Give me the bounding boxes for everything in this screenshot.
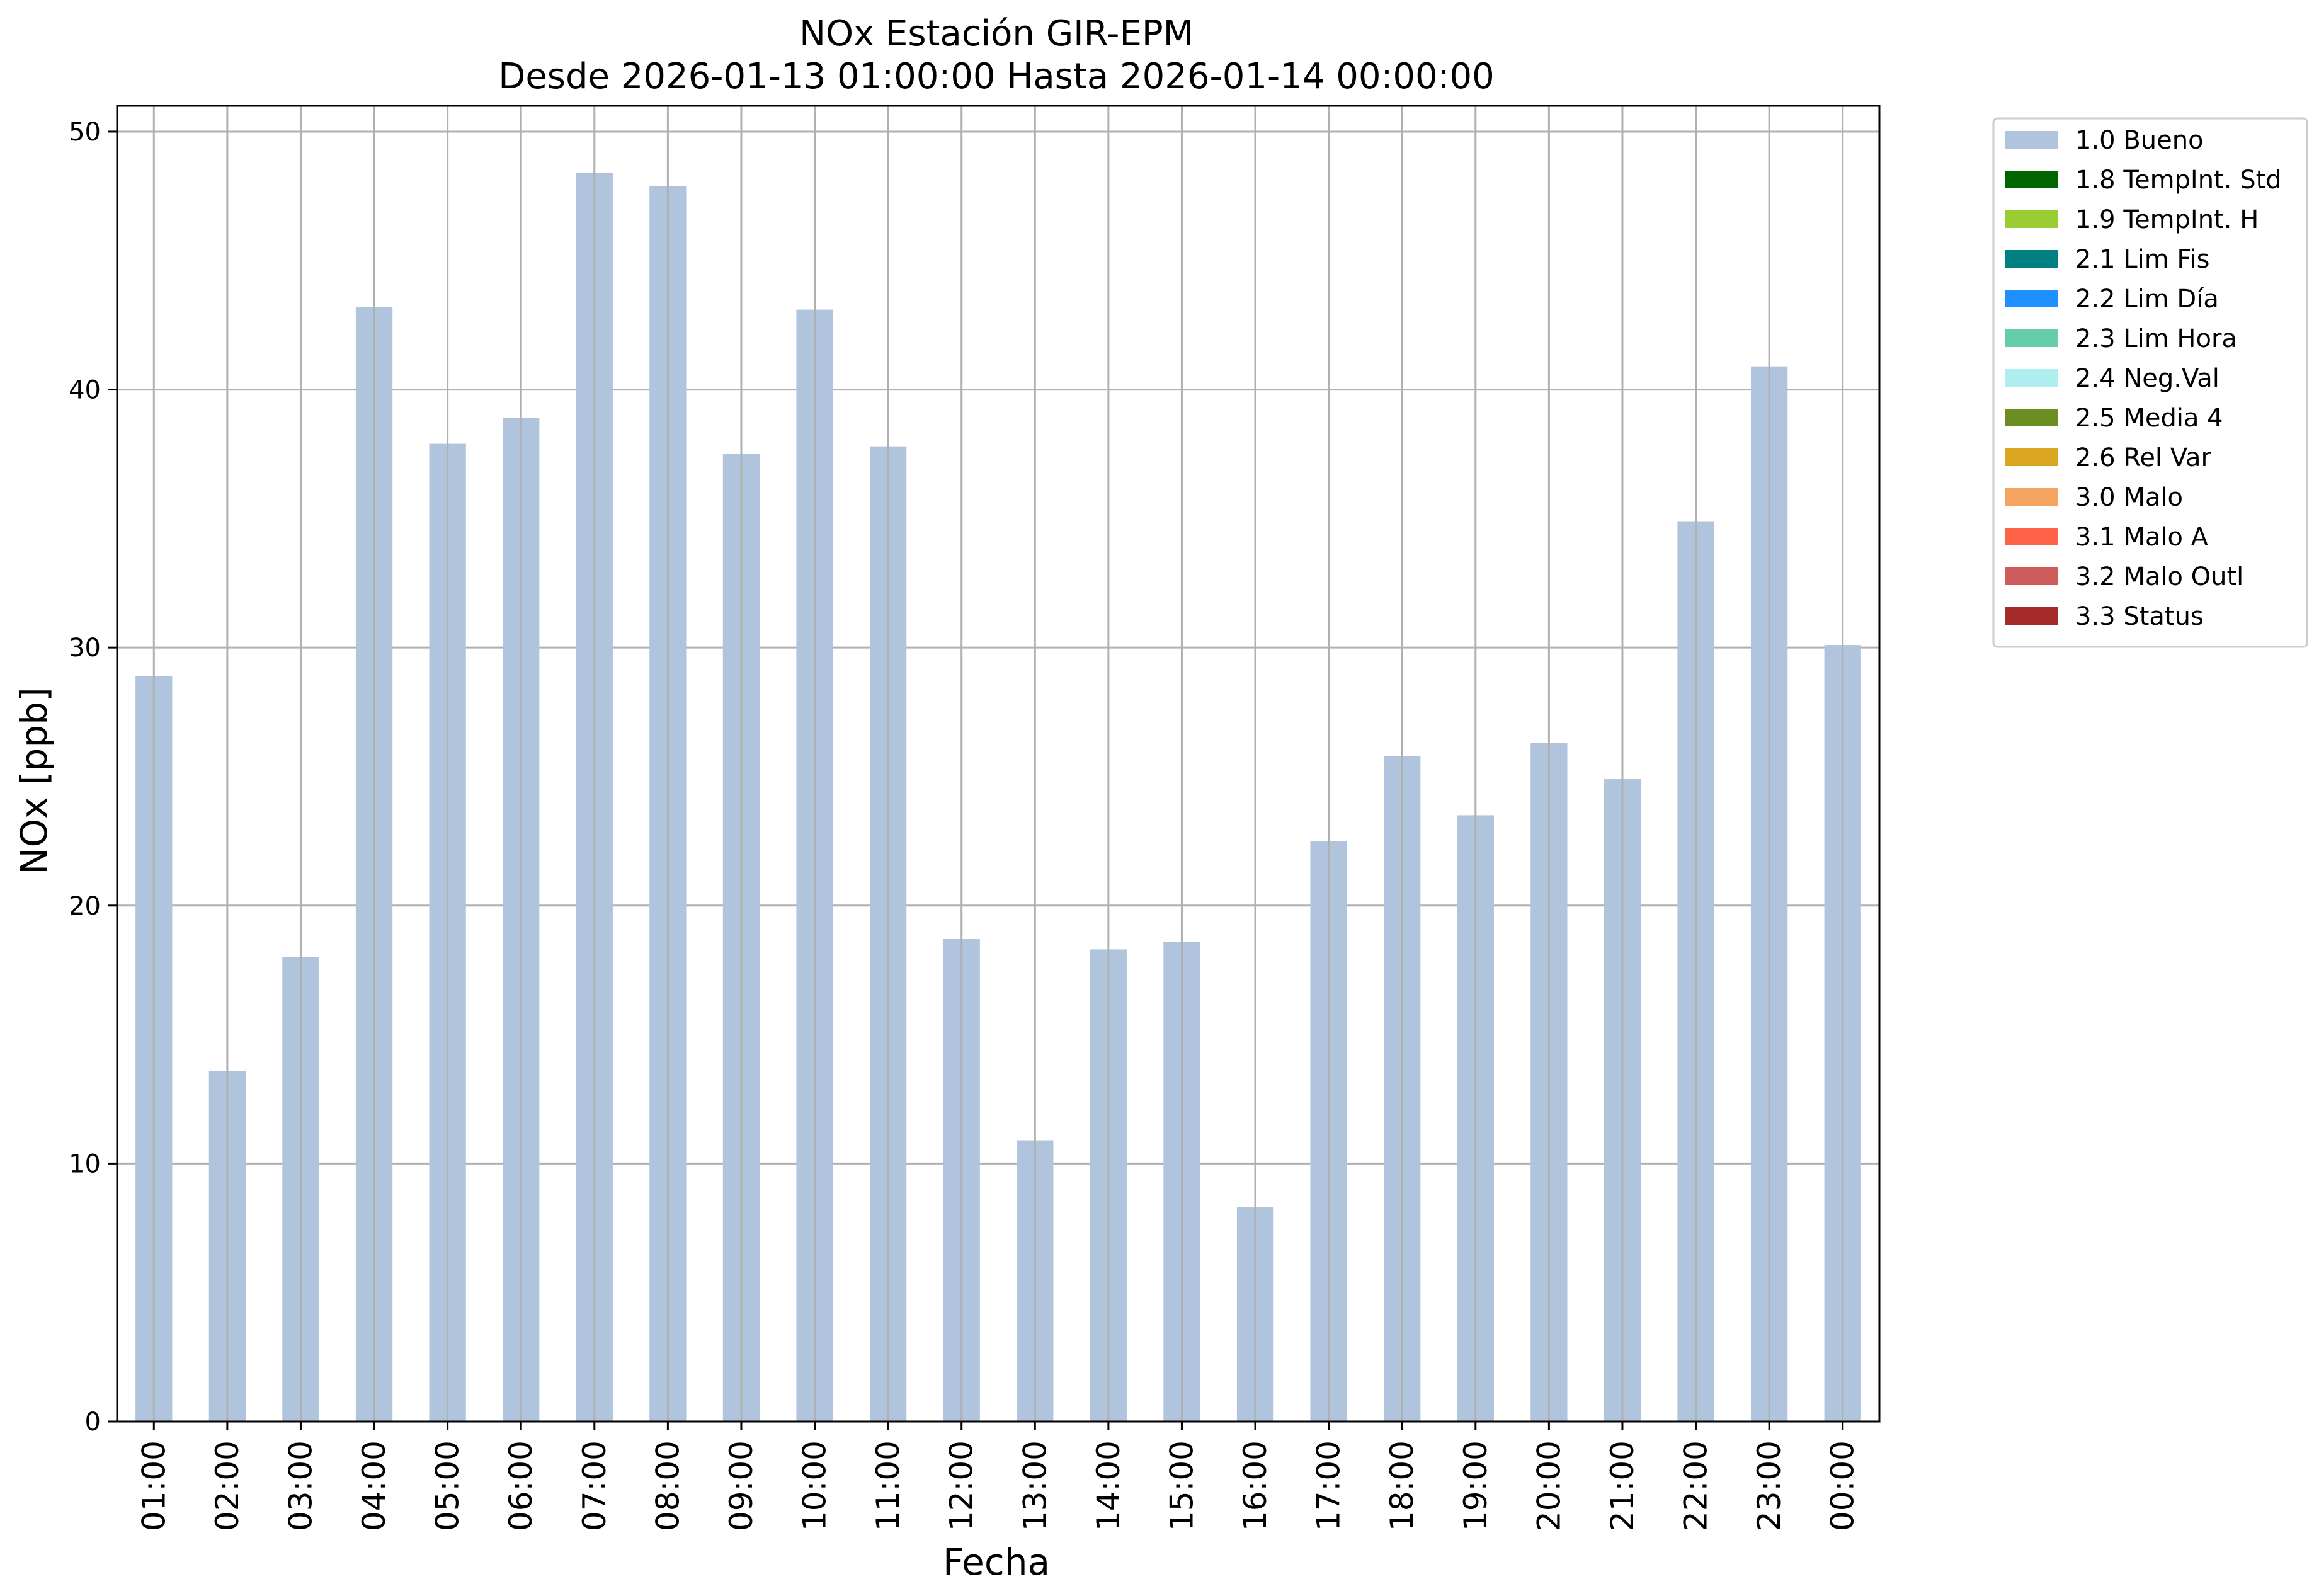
legend-box bbox=[1992, 117, 2308, 648]
legend-swatch bbox=[2005, 488, 2058, 506]
legend-swatch bbox=[2005, 171, 2058, 188]
y-tick-label: 20 bbox=[69, 892, 101, 921]
x-tick-label: 19:00 bbox=[1457, 1440, 1494, 1531]
legend-label: 1.9 TempInt. H bbox=[2075, 205, 2259, 234]
x-tick-label: 20:00 bbox=[1530, 1440, 1567, 1531]
x-tick-label: 10:00 bbox=[797, 1440, 833, 1531]
legend-label: 3.0 Malo bbox=[2075, 483, 2183, 512]
x-tick-label: 12:00 bbox=[943, 1440, 980, 1531]
legend-label: 2.4 Neg.Val bbox=[2075, 364, 2219, 393]
x-tick-label: 02:00 bbox=[209, 1440, 246, 1531]
x-axis: 01:00 02:00 03:00 04:00 05:00 06:00 07:00 08:00… bbox=[135, 1422, 1861, 1531]
plot-frame bbox=[116, 105, 1881, 1423]
legend-label: 1.0 Bueno bbox=[2075, 126, 2204, 155]
legend-swatch bbox=[2005, 528, 2058, 545]
y-tick-label: 50 bbox=[69, 118, 101, 147]
x-tick-label: 17:00 bbox=[1311, 1440, 1347, 1531]
legend-swatch bbox=[2005, 250, 2058, 268]
x-tick-label: 03:00 bbox=[282, 1440, 319, 1531]
x-tick-label: 16:00 bbox=[1237, 1440, 1273, 1531]
y-tick-label: 40 bbox=[69, 376, 101, 405]
legend-swatch bbox=[2005, 567, 2058, 585]
x-axis-label: Fecha bbox=[943, 1541, 1050, 1583]
bar-series bbox=[135, 173, 1861, 1422]
chart-subtitle: Desde 2026-01-13 01:00:00 Hasta 2026-01-… bbox=[498, 56, 1495, 97]
legend-swatch bbox=[2005, 329, 2058, 347]
legend-swatch bbox=[2005, 607, 2058, 625]
y-tick-label: 30 bbox=[69, 634, 101, 663]
legend-swatch bbox=[2005, 409, 2058, 426]
x-tick-label: 01:00 bbox=[135, 1440, 172, 1531]
legend-label: 3.2 Malo Outl bbox=[2075, 562, 2243, 591]
legend-label: 1.8 TempInt. Std bbox=[2075, 166, 2282, 195]
legend-label: 2.3 Lim Hora bbox=[2075, 324, 2237, 353]
y-axis: 0 10 20 30 40 50 bbox=[69, 118, 117, 1437]
x-tick-label: 18:00 bbox=[1384, 1440, 1420, 1531]
chart-title: NOx Estación GIR-EPM bbox=[799, 13, 1194, 54]
x-tick-label: 00:00 bbox=[1825, 1440, 1861, 1531]
legend-label: 2.6 Rel Var bbox=[2075, 443, 2212, 472]
x-tick-label: 13:00 bbox=[1017, 1440, 1053, 1531]
legend-label: 2.1 Lim Fis bbox=[2075, 245, 2209, 274]
x-tick-label: 15:00 bbox=[1163, 1440, 1200, 1531]
legend-label: 2.5 Media 4 bbox=[2075, 404, 2223, 433]
x-tick-label: 05:00 bbox=[430, 1440, 466, 1531]
legend-swatch bbox=[2005, 210, 2058, 228]
legend-label: 2.2 Lim Día bbox=[2075, 285, 2219, 314]
legend-label: 3.1 Malo A bbox=[2075, 523, 2209, 552]
legend: 1.0 Bueno 1.8 TempInt. Std 1.9 TempInt. H 2… bbox=[1992, 117, 2308, 648]
legend-label: 3.3 Status bbox=[2075, 602, 2204, 631]
y-axis-label: NOx [ppb] bbox=[13, 687, 55, 875]
x-tick-label: 06:00 bbox=[503, 1440, 539, 1531]
x-tick-label: 08:00 bbox=[649, 1440, 686, 1531]
legend-swatch bbox=[2005, 290, 2058, 307]
x-tick-label: 07:00 bbox=[576, 1440, 613, 1531]
x-tick-label: 22:00 bbox=[1678, 1440, 1714, 1531]
x-tick-label: 14:00 bbox=[1090, 1440, 1127, 1531]
y-tick-label: 0 bbox=[85, 1408, 101, 1437]
x-tick-label: 21:00 bbox=[1604, 1440, 1641, 1531]
legend-swatch bbox=[2005, 131, 2058, 149]
legend-swatch bbox=[2005, 369, 2058, 387]
x-tick-label: 23:00 bbox=[1751, 1440, 1787, 1531]
legend-swatch bbox=[2005, 448, 2058, 466]
x-tick-label: 04:00 bbox=[356, 1440, 392, 1531]
x-tick-label: 11:00 bbox=[870, 1440, 906, 1531]
y-tick-label: 10 bbox=[69, 1149, 101, 1178]
x-tick-label: 09:00 bbox=[723, 1440, 760, 1531]
